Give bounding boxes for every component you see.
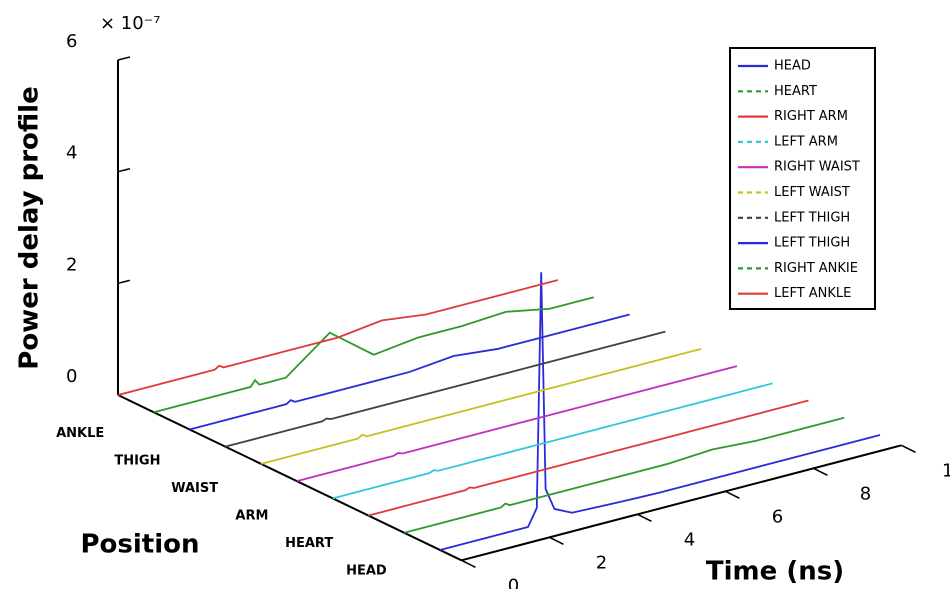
series-line xyxy=(260,348,702,465)
x-tick xyxy=(813,467,828,477)
x-axis xyxy=(461,444,902,562)
legend-label: LEFT THIGH xyxy=(774,210,850,225)
legend-label: LEFT ANKLE xyxy=(774,286,851,301)
legend-label: RIGHT WAIST xyxy=(774,160,860,175)
legend-box xyxy=(729,47,876,310)
y-title: Power delay profile xyxy=(15,86,45,369)
x-tick-label: 8 xyxy=(860,483,871,504)
position-title: Position xyxy=(80,530,199,560)
y-tick xyxy=(117,279,131,285)
series-line xyxy=(439,272,881,551)
series-line xyxy=(189,313,630,431)
legend-label: HEAD xyxy=(774,59,811,74)
series-line xyxy=(368,399,809,517)
position-label: WAIST xyxy=(171,481,218,496)
y-multiplier: × 10⁻⁷ xyxy=(100,13,160,34)
position-label: HEAD xyxy=(346,564,387,579)
x-tick-label: 6 xyxy=(772,506,783,527)
position-label: HEART xyxy=(285,536,333,551)
x-title: Time (ns) xyxy=(706,557,844,587)
series-line xyxy=(117,279,559,396)
x-tick-label: 10 xyxy=(942,460,950,481)
legend-label: RIGHT ANKIE xyxy=(774,261,858,276)
series-line xyxy=(296,365,738,482)
position-label: ANKLE xyxy=(56,426,104,441)
y-tick-label: 4 xyxy=(66,143,77,164)
legend-label: LEFT WAIST xyxy=(774,185,850,200)
position-label: ARM xyxy=(235,508,268,523)
series-line xyxy=(403,416,845,534)
y-tick xyxy=(117,56,131,61)
x-tick-label: 2 xyxy=(596,552,607,573)
legend-label: LEFT ARM xyxy=(774,134,838,149)
position-label: THIGH xyxy=(114,453,160,468)
x-tick xyxy=(725,490,740,500)
series-line xyxy=(332,382,773,500)
y-tick xyxy=(117,167,131,173)
y-tick-label: 0 xyxy=(66,366,77,387)
x-tick xyxy=(549,536,564,546)
legend-label: LEFT THIGH xyxy=(774,236,850,251)
x-tick-label: 4 xyxy=(684,529,695,550)
x-tick xyxy=(901,444,916,454)
legend-label: RIGHT ARM xyxy=(774,109,848,124)
x-tick-label: 0 xyxy=(508,575,519,589)
series-line xyxy=(225,330,666,448)
x-tick xyxy=(637,513,652,523)
y-tick-label: 2 xyxy=(66,254,77,275)
series-line xyxy=(153,296,595,414)
y-tick-label: 6 xyxy=(66,31,77,52)
legend-label: HEART xyxy=(774,84,817,99)
x-tick xyxy=(461,559,476,569)
